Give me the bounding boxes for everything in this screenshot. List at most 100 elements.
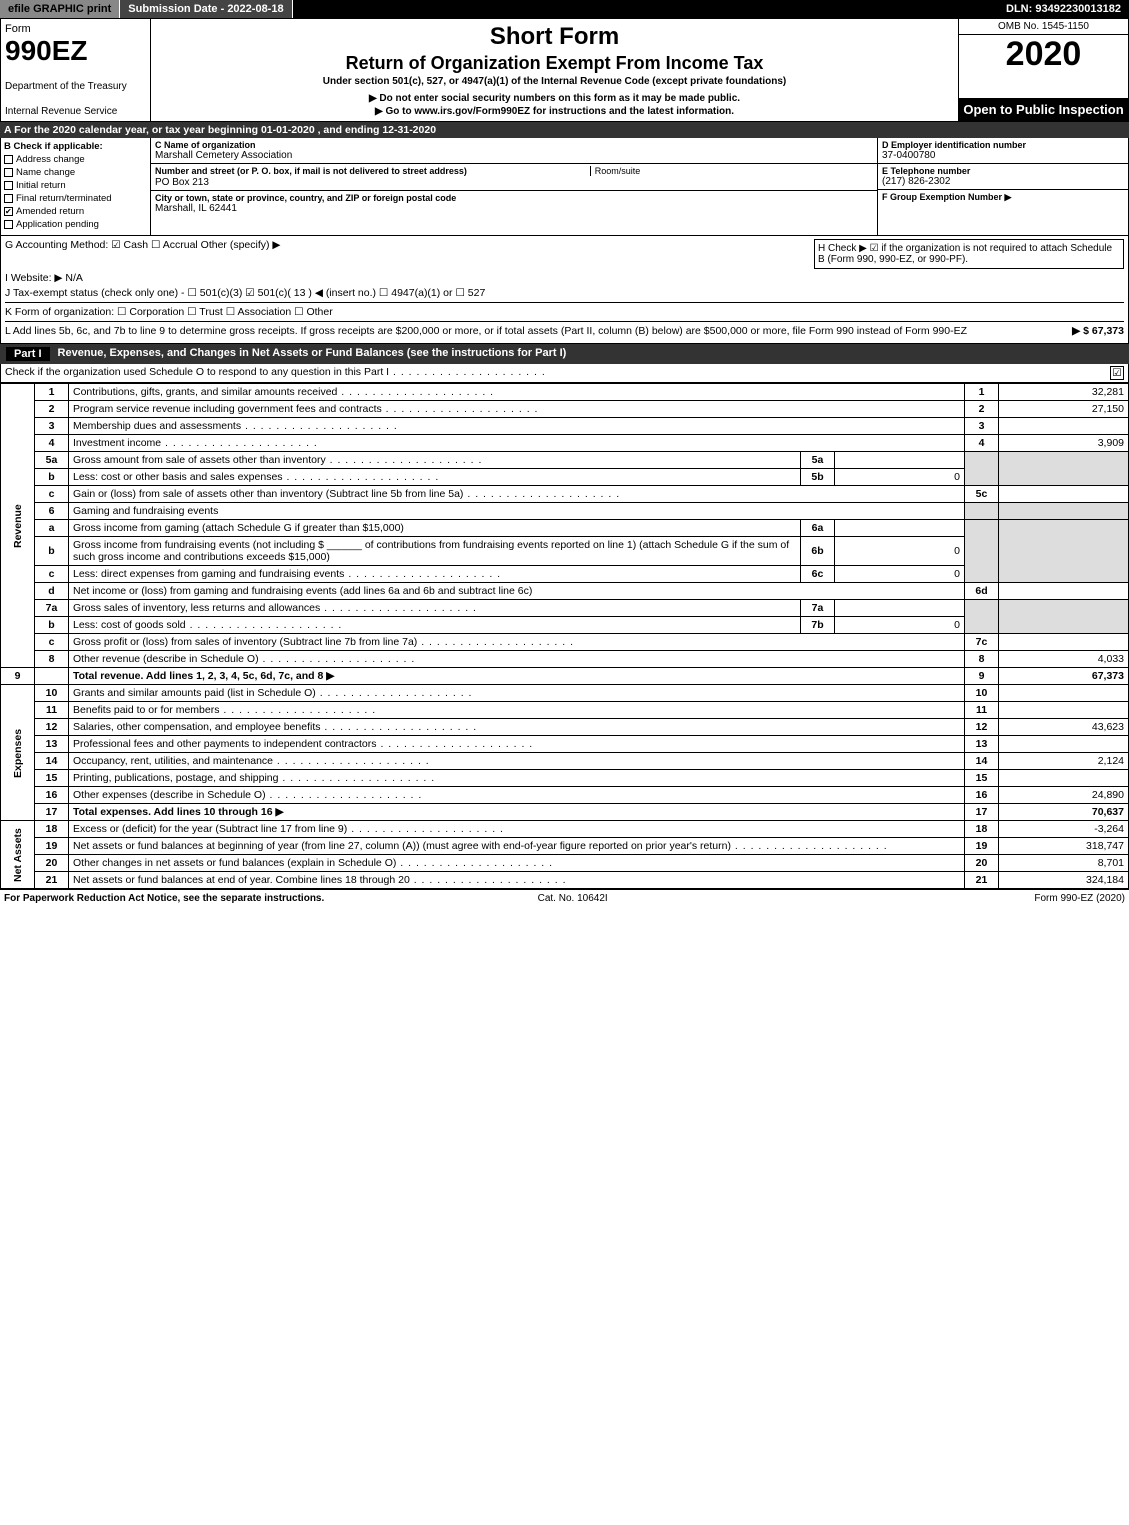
efile-print-button[interactable]: efile GRAPHIC print [0, 0, 120, 18]
street-value: PO Box 213 [155, 177, 873, 188]
footer-catno: Cat. No. 10642I [538, 893, 608, 904]
header-right: OMB No. 1545-1150 2020 Open to Public In… [958, 19, 1128, 121]
row-j-tax-exempt: J Tax-exempt status (check only one) - ☐… [5, 287, 1124, 299]
row-h: H Check ▶ ☑ if the organization is not r… [814, 239, 1124, 269]
rows-ghijkl: G Accounting Method: ☑ Cash ☐ Accrual Ot… [0, 236, 1129, 344]
tel-label: E Telephone number [882, 166, 1124, 176]
row-g: G Accounting Method: ☑ Cash ☐ Accrual Ot… [5, 239, 814, 269]
row-l-amount: ▶ $ 67,373 [1072, 325, 1124, 337]
ein-value: 37-0400780 [882, 150, 1124, 161]
ein-label: D Employer identification number [882, 140, 1124, 150]
city-label: City or town, state or province, country… [155, 193, 873, 203]
line-7c: cGross profit or (loss) from sales of in… [1, 634, 1129, 651]
line-16: 16Other expenses (describe in Schedule O… [1, 787, 1129, 804]
omb-number: OMB No. 1545-1150 [959, 19, 1128, 35]
line-6a: aGross income from gaming (attach Schedu… [1, 520, 1129, 537]
part-i-check-text: Check if the organization used Schedule … [5, 366, 546, 380]
row-a-tax-year: A For the 2020 calendar year, or tax yea… [0, 122, 1129, 138]
org-name-block: C Name of organization Marshall Cemetery… [151, 138, 877, 164]
open-public: Open to Public Inspection [959, 98, 1128, 121]
line-2: 2Program service revenue including gover… [1, 401, 1129, 418]
line-21: 21Net assets or fund balances at end of … [1, 872, 1129, 889]
city-value: Marshall, IL 62441 [155, 203, 873, 214]
line-13: 13Professional fees and other payments t… [1, 736, 1129, 753]
line-6b: bGross income from fundraising events (n… [1, 537, 1129, 566]
group-exemption-label: F Group Exemption Number ▶ [882, 192, 1124, 203]
line-15: 15Printing, publications, postage, and s… [1, 770, 1129, 787]
short-form-title: Short Form [155, 23, 954, 51]
line-1-box: 1 [965, 384, 999, 401]
line-1: Revenue 1 Contributions, gifts, grants, … [1, 384, 1129, 401]
footer-left: For Paperwork Reduction Act Notice, see … [4, 893, 324, 904]
chk-amended-return[interactable]: Amended return [4, 206, 147, 217]
line-1-desc: Contributions, gifts, grants, and simila… [69, 384, 965, 401]
tel-value: (217) 826-2302 [882, 176, 1124, 187]
line-12: 12Salaries, other compensation, and empl… [1, 719, 1129, 736]
submission-date: Submission Date - 2022-08-18 [120, 0, 292, 18]
col-b-header: B Check if applicable: [4, 141, 147, 152]
col-d-ids: D Employer identification number 37-0400… [878, 138, 1128, 235]
part-i-check-row: Check if the organization used Schedule … [0, 364, 1129, 383]
irs-label: Internal Revenue Service [5, 106, 146, 117]
part-i-table: Revenue 1 Contributions, gifts, grants, … [0, 383, 1129, 889]
form-word: Form [5, 23, 146, 35]
line-10: Expenses 10Grants and similar amounts pa… [1, 685, 1129, 702]
line-14: 14Occupancy, rent, utilities, and mainte… [1, 753, 1129, 770]
goto-link[interactable]: ▶ Go to www.irs.gov/Form990EZ for instru… [155, 106, 954, 117]
chk-initial-return[interactable]: Initial return [4, 180, 147, 191]
row-l: L Add lines 5b, 6c, and 7b to line 9 to … [5, 321, 1124, 337]
footer-right: Form 990-EZ (2020) [1034, 893, 1125, 904]
section-bcd: B Check if applicable: Address change Na… [0, 138, 1129, 236]
dln: DLN: 93492230013182 [998, 0, 1129, 18]
room-suite-label: Room/suite [590, 166, 641, 176]
chk-name-change[interactable]: Name change [4, 167, 147, 178]
dept-treasury: Department of the Treasury [5, 81, 146, 92]
header-center: Short Form Return of Organization Exempt… [151, 19, 958, 121]
netassets-side-label: Net Assets [1, 821, 35, 889]
chk-final-return[interactable]: Final return/terminated [4, 193, 147, 204]
line-6: 6Gaming and fundraising events [1, 503, 1129, 520]
street-label: Number and street (or P. O. box, if mail… [155, 166, 467, 176]
line-5b: bLess: cost or other basis and sales exp… [1, 469, 1129, 486]
chk-address-change[interactable]: Address change [4, 154, 147, 165]
line-6c: cLess: direct expenses from gaming and f… [1, 566, 1129, 583]
line-6d: dNet income or (loss) from gaming and fu… [1, 583, 1129, 600]
page-footer: For Paperwork Reduction Act Notice, see … [0, 889, 1129, 907]
form-number: 990EZ [5, 35, 146, 67]
line-17: 17Total expenses. Add lines 10 through 1… [1, 804, 1129, 821]
expenses-side-label: Expenses [1, 685, 35, 821]
city-block: City or town, state or province, country… [151, 191, 877, 216]
line-5c: cGain or (loss) from sale of assets othe… [1, 486, 1129, 503]
under-section: Under section 501(c), 527, or 4947(a)(1)… [155, 76, 954, 87]
line-3: 3Membership dues and assessments3 [1, 418, 1129, 435]
header-left: Form 990EZ Department of the Treasury In… [1, 19, 151, 121]
row-l-text: L Add lines 5b, 6c, and 7b to line 9 to … [5, 325, 967, 337]
part-i-title: Revenue, Expenses, and Changes in Net As… [58, 347, 567, 361]
tel-block: E Telephone number (217) 826-2302 [878, 164, 1128, 190]
return-title: Return of Organization Exempt From Incom… [155, 53, 954, 74]
row-k-form-org: K Form of organization: ☐ Corporation ☐ … [5, 302, 1124, 318]
line-19: 19Net assets or fund balances at beginni… [1, 838, 1129, 855]
ein-block: D Employer identification number 37-0400… [878, 138, 1128, 164]
form-header: Form 990EZ Department of the Treasury In… [0, 18, 1129, 122]
chk-application-pending[interactable]: Application pending [4, 219, 147, 230]
line-20: 20Other changes in net assets or fund ba… [1, 855, 1129, 872]
line-18: Net Assets 18Excess or (deficit) for the… [1, 821, 1129, 838]
revenue-side-label: Revenue [1, 384, 35, 668]
line-8: 8Other revenue (describe in Schedule O)8… [1, 651, 1129, 668]
line-1-num: 1 [35, 384, 69, 401]
line-11: 11Benefits paid to or for members11 [1, 702, 1129, 719]
ssn-warning: ▶ Do not enter social security numbers o… [155, 93, 954, 104]
part-i-checkmark: ☑ [1110, 366, 1124, 380]
tax-year: 2020 [959, 35, 1128, 98]
line-9: 9Total revenue. Add lines 1, 2, 3, 4, 5c… [1, 668, 1129, 685]
line-4: 4Investment income43,909 [1, 435, 1129, 452]
line-7b: bLess: cost of goods sold7b0 [1, 617, 1129, 634]
line-7a: 7aGross sales of inventory, less returns… [1, 600, 1129, 617]
line-1-amt: 32,281 [999, 384, 1129, 401]
org-name: Marshall Cemetery Association [155, 150, 873, 161]
street-block: Number and street (or P. O. box, if mail… [151, 164, 877, 191]
col-c-org-info: C Name of organization Marshall Cemetery… [151, 138, 878, 235]
org-name-label: C Name of organization [155, 140, 873, 150]
col-b-checkboxes: B Check if applicable: Address change Na… [1, 138, 151, 235]
